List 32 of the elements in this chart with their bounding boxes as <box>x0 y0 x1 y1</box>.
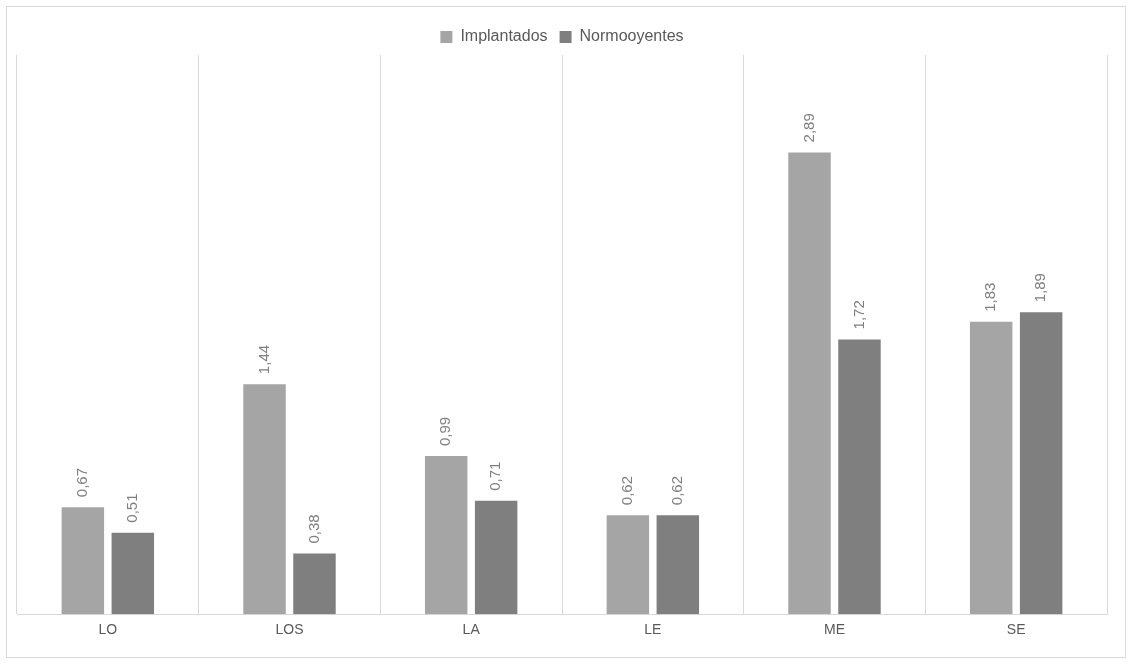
data-label: 0,38 <box>304 514 322 544</box>
x-tick-label: SE <box>1006 621 1026 638</box>
bar <box>424 456 468 615</box>
data-label: 0,67 <box>72 467 90 498</box>
bar <box>969 321 1013 615</box>
bar <box>788 152 831 615</box>
bar <box>606 515 650 615</box>
bar <box>474 500 518 615</box>
bar <box>293 553 336 615</box>
bar <box>111 532 155 615</box>
data-label: 0,51 <box>122 493 140 523</box>
legend-label: Implantados <box>460 27 548 45</box>
data-label: 0,62 <box>617 475 635 506</box>
data-label: 0,71 <box>486 461 504 491</box>
data-label: 0,99 <box>436 416 454 447</box>
legend-label: Normooyentes <box>579 27 684 45</box>
bar <box>656 515 700 615</box>
data-label: 0,62 <box>667 475 685 506</box>
x-tick-label: LO <box>98 621 118 638</box>
data-label: 1,44 <box>254 344 272 375</box>
x-tick-label: LA <box>462 621 481 638</box>
data-label: 1,89 <box>1031 273 1049 303</box>
bar <box>61 507 105 615</box>
data-label: 2,89 <box>799 113 817 143</box>
data-label: 1,83 <box>981 282 999 312</box>
bar <box>838 339 881 615</box>
bar <box>243 384 286 615</box>
bar <box>1019 312 1063 615</box>
x-tick-label: ME <box>824 621 845 638</box>
x-tick-label: LE <box>644 621 662 638</box>
x-tick-label: LOS <box>275 621 304 638</box>
data-label: 1,72 <box>849 300 867 330</box>
